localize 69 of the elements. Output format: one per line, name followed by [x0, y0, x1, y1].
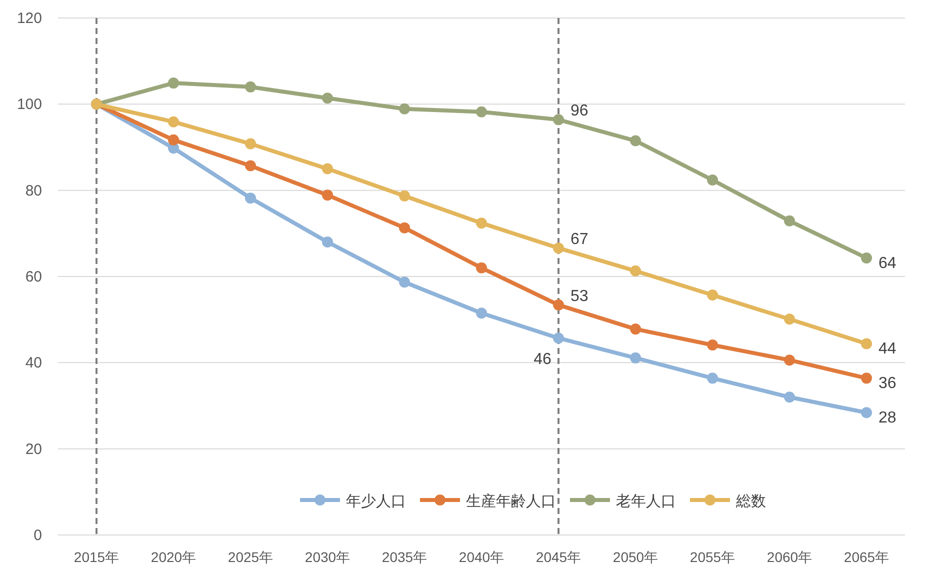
point	[399, 222, 410, 234]
point	[399, 103, 410, 114]
y-tick-label: 0	[34, 527, 42, 544]
point	[168, 78, 179, 89]
point	[630, 135, 641, 146]
y-tick-label: 120	[16, 10, 42, 27]
x-tick-label: 2015年	[74, 549, 120, 565]
x-tick-label: 2050年	[612, 549, 658, 565]
point	[168, 134, 179, 146]
x-tick-label: 2025年	[228, 549, 274, 565]
point	[630, 265, 641, 276]
legend-label: 年少人口	[346, 493, 406, 510]
point	[630, 352, 641, 364]
point	[707, 290, 718, 301]
y-tick-label: 80	[25, 182, 42, 200]
point	[322, 190, 333, 201]
point	[861, 252, 872, 264]
point	[707, 174, 718, 186]
point	[399, 276, 410, 288]
data-label: 28	[878, 410, 896, 427]
point	[707, 340, 718, 351]
data-label: 36	[878, 375, 896, 392]
x-tick-label: 2060年	[766, 549, 812, 565]
data-label: 96	[570, 102, 588, 120]
y-tick-label: 60	[25, 268, 42, 286]
point	[476, 218, 487, 229]
data-label: 67	[570, 231, 588, 248]
point	[245, 81, 256, 92]
point	[168, 116, 179, 128]
point	[322, 92, 333, 104]
point	[784, 354, 795, 366]
x-tick-label: 2040年	[458, 549, 504, 565]
point	[707, 372, 718, 384]
y-tick-label: 20	[25, 440, 42, 458]
y-tick-label: 40	[25, 354, 42, 372]
legend-label: 老年人口	[616, 493, 676, 510]
point	[861, 407, 872, 418]
point	[399, 190, 410, 202]
point	[476, 308, 487, 319]
point	[245, 160, 256, 172]
x-tick-label: 2035年	[382, 549, 428, 565]
x-tick-label: 2065年	[844, 549, 890, 565]
point	[630, 324, 641, 335]
point	[322, 163, 333, 174]
point	[553, 242, 564, 254]
point	[553, 299, 564, 310]
x-tick-label: 2045年	[536, 549, 582, 565]
x-tick-label: 2020年	[150, 549, 196, 565]
point	[861, 372, 872, 384]
point	[784, 215, 795, 226]
point	[861, 338, 872, 350]
data-label: 64	[878, 254, 896, 272]
point	[553, 114, 564, 126]
legend-label: 生産年齢人口	[466, 493, 556, 510]
x-tick-label: 2030年	[304, 549, 350, 565]
point	[476, 106, 487, 118]
point	[476, 262, 487, 274]
point	[784, 314, 795, 325]
point	[553, 332, 564, 344]
point	[245, 192, 256, 204]
point	[784, 392, 795, 403]
legend-label: 総数	[735, 493, 766, 510]
y-tick-label: 100	[16, 96, 42, 114]
point	[322, 236, 333, 248]
x-tick-label: 2055年	[690, 549, 736, 565]
data-label: 44	[878, 340, 896, 358]
data-label: 46	[534, 351, 552, 368]
point	[245, 138, 256, 150]
data-label: 53	[570, 288, 588, 305]
